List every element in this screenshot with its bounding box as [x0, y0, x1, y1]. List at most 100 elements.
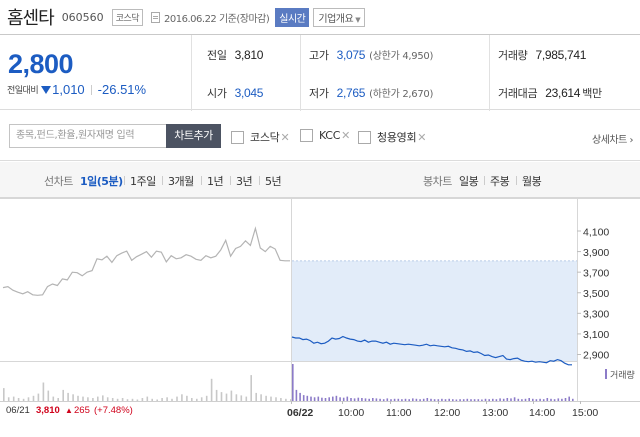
volume-bar	[561, 398, 563, 401]
checkbox[interactable]	[300, 129, 313, 142]
volume-bar	[121, 398, 124, 401]
compare-item[interactable]: 청용영회 ✕	[358, 129, 427, 145]
volume-bar	[372, 398, 374, 401]
volume-bar	[572, 398, 574, 401]
period-tabs: 선차트 1일(5분) 1주일 3개월 1년 3년 5년 봉차트 일봉 주봉 월봉	[0, 162, 640, 198]
volume-bar	[230, 390, 233, 401]
checkbox[interactable]	[358, 130, 371, 144]
y-tick-label: 3,900	[583, 247, 609, 259]
compare-item-label: 코스닥	[250, 131, 280, 144]
stat-value: 7,985,741	[535, 48, 587, 62]
volume-bar	[275, 397, 277, 401]
volume-bar	[72, 394, 74, 401]
stat-value: 23,614	[545, 86, 581, 100]
stat-high: 고가 3,075 (상한가 4,950)	[309, 47, 433, 63]
volume-bar	[368, 398, 370, 401]
x-tick-label: 10:00	[338, 407, 364, 419]
volume-bar	[306, 395, 309, 401]
volume-bar	[452, 399, 454, 402]
volume-bar	[151, 398, 153, 401]
tab-3month[interactable]: 3개월	[168, 175, 194, 188]
tab-daily[interactable]: 일봉	[459, 175, 479, 188]
volume-bar	[550, 398, 552, 401]
checkbox[interactable]	[231, 130, 244, 144]
volume-bar	[408, 399, 410, 402]
volume-bar	[375, 398, 378, 401]
volume-bar	[235, 394, 238, 401]
prev-close: 3,810	[36, 405, 60, 416]
volume-bar	[419, 399, 421, 402]
compare-item-label: KCC	[319, 129, 341, 142]
volume-bar	[27, 397, 30, 401]
tab-3year[interactable]: 3년	[236, 175, 253, 188]
realtime-button[interactable]: 실시간	[275, 7, 310, 27]
company-overview-button[interactable]: 기업개요 ▼	[313, 7, 366, 27]
stat-value: 2,765	[336, 86, 366, 100]
compare-item[interactable]: KCC ✕	[300, 129, 350, 142]
volume-bar	[415, 398, 418, 401]
compare-search-input[interactable]: 종목,펀드,환율,원자재명 입력	[9, 124, 167, 148]
document-icon	[151, 11, 161, 23]
volume-bar	[250, 375, 252, 401]
volume-bar	[106, 397, 109, 401]
grid-layer	[0, 198, 640, 404]
y-tick-label: 2,900	[583, 350, 609, 362]
volume-bar	[426, 398, 429, 401]
volume-bar	[379, 398, 381, 401]
close-icon[interactable]: ✕	[280, 130, 290, 144]
volume-bar	[328, 397, 330, 401]
stat-prev: 전일 3,810	[207, 47, 263, 63]
divider	[489, 35, 490, 111]
stat-volume: 거래량 7,985,741	[498, 47, 586, 63]
compare-item[interactable]: 코스닥 ✕	[231, 129, 290, 145]
x-tick-label: 06/22	[287, 407, 313, 419]
volume-legend-swatch	[605, 369, 607, 379]
tab-1year[interactable]: 1년	[207, 175, 224, 188]
price-chart[interactable]: 4,100 3,900 3,700 3,500 3,300 3,100 2,90…	[0, 198, 640, 437]
volume-bar	[342, 397, 345, 401]
volume-bar	[364, 398, 367, 401]
volume-bar	[141, 398, 144, 401]
volume-bar	[332, 396, 334, 401]
tab-1day[interactable]: 1일(5분)	[80, 175, 123, 188]
y-tick-label: 3,300	[583, 309, 609, 321]
volume-bar	[285, 398, 287, 401]
stat-value: 3,810	[234, 48, 264, 62]
detail-chart-link[interactable]: 상세차트 ›	[592, 135, 633, 146]
volume-bar	[430, 398, 432, 401]
volume-bar	[77, 395, 79, 401]
today-price-line	[291, 335, 572, 366]
volume-bar	[7, 397, 10, 401]
volume-bar	[260, 394, 262, 401]
volume-bar	[3, 388, 5, 401]
area-layer	[292, 260, 577, 361]
change-label: 전일대비	[7, 86, 39, 96]
x-tick-label: 12:00	[434, 407, 460, 419]
current-price-box: 2,800 전일대비 1,010 -26.51%	[0, 35, 192, 111]
axis-layer: 4,100 3,900 3,700 3,500 3,300 3,100 2,90…	[6, 227, 635, 420]
close-icon[interactable]: ✕	[417, 130, 427, 144]
tab-weekly[interactable]: 주봉	[490, 175, 510, 188]
volume-bar	[422, 398, 425, 401]
y-tick-label: 3,700	[583, 268, 609, 280]
volume-bar	[382, 399, 385, 402]
volume-bar	[488, 399, 490, 402]
up-arrow-icon: ▲	[65, 406, 73, 415]
volume-bar	[412, 398, 414, 401]
volume-bar	[353, 398, 356, 401]
x-tick-label: 14:00	[529, 407, 555, 419]
volume-bar	[52, 396, 55, 401]
close-icon[interactable]: ✕	[341, 129, 350, 142]
volume-bar	[131, 398, 134, 401]
chart-svg: 4,100 3,900 3,700 3,500 3,300 3,100 2,90…	[0, 198, 640, 420]
volume-bar	[22, 398, 25, 401]
divider	[484, 176, 485, 185]
volume-bar	[492, 398, 494, 401]
tab-monthly[interactable]: 월봉	[522, 175, 542, 188]
tab-5year[interactable]: 5년	[265, 175, 282, 188]
add-chart-button[interactable]: 차트추가	[166, 124, 221, 148]
tab-1week[interactable]: 1주일	[130, 175, 156, 188]
volume-bar	[186, 395, 188, 401]
volume-bar	[171, 398, 173, 401]
volume-bar	[462, 399, 465, 402]
